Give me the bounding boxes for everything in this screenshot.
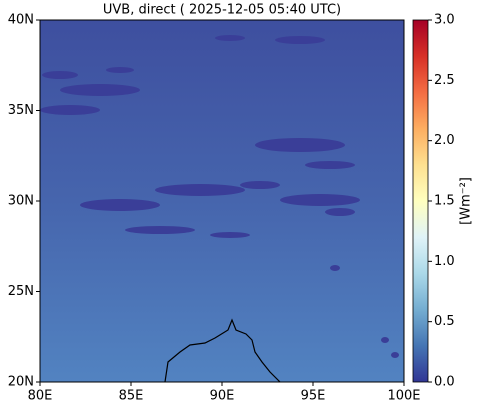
map-field: [40, 20, 404, 382]
colorbar-tick-label: 2.0: [434, 133, 455, 148]
y-tick-label: 25N: [8, 284, 34, 299]
x-tick-label: 90E: [210, 389, 235, 404]
y-tick-label: 35N: [8, 103, 34, 118]
colorbar-tick-label: 1.5: [434, 194, 455, 209]
colorbar: [412, 19, 429, 383]
y-tick-label: 30N: [8, 194, 34, 209]
colorbar-tick-label: 0.5: [434, 314, 455, 329]
colorbar-tick-label: 2.5: [434, 73, 455, 88]
colorbar-tick-label: 3.0: [434, 13, 455, 28]
x-tick-label: 80E: [28, 389, 53, 404]
x-tick-label: 100E: [387, 389, 420, 404]
colorbar-tick-label: 1.0: [434, 254, 455, 269]
colorbar-tick-label: 0.0: [434, 375, 455, 390]
colorbar-label: [Wm⁻²]: [459, 177, 474, 225]
chart-title: UVB, direct ( 2025-12-05 05:40 UTC): [103, 3, 341, 18]
y-tick-label: 40N: [8, 13, 34, 28]
x-tick-label: 95E: [301, 389, 326, 404]
y-tick-label: 20N: [8, 375, 34, 390]
x-tick-label: 85E: [119, 389, 144, 404]
